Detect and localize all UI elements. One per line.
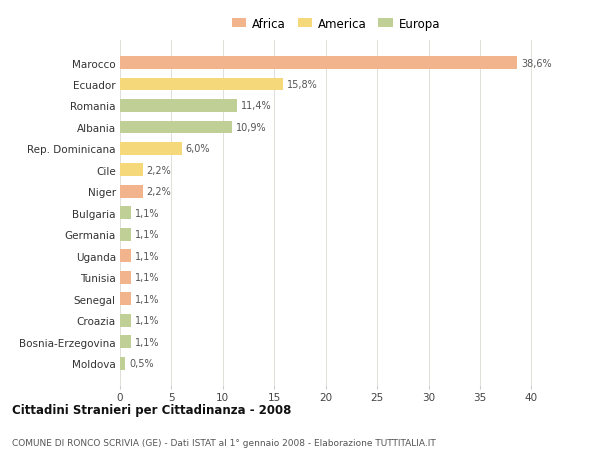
Text: Cittadini Stranieri per Cittadinanza - 2008: Cittadini Stranieri per Cittadinanza - 2… [12,403,292,416]
Bar [120,293,131,306]
Text: COMUNE DI RONCO SCRIVIA (GE) - Dati ISTAT al 1° gennaio 2008 - Elaborazione TUTT: COMUNE DI RONCO SCRIVIA (GE) - Dati ISTA… [12,438,436,447]
Text: 2,2%: 2,2% [147,166,172,175]
Text: 15,8%: 15,8% [287,80,317,90]
Text: 1,1%: 1,1% [136,294,160,304]
Bar [120,143,182,156]
Bar [120,357,125,370]
Text: 1,1%: 1,1% [136,252,160,261]
Text: 2,2%: 2,2% [147,187,172,197]
Text: 1,1%: 1,1% [136,273,160,283]
Bar [120,336,131,348]
Bar [120,229,131,241]
Bar [120,185,143,198]
Bar [120,78,283,91]
Bar [120,271,131,284]
Bar [120,314,131,327]
Text: 1,1%: 1,1% [136,230,160,240]
Legend: Africa, America, Europa: Africa, America, Europa [227,13,445,35]
Bar [120,100,237,113]
Text: 38,6%: 38,6% [521,58,552,68]
Text: 0,5%: 0,5% [129,358,154,369]
Text: 1,1%: 1,1% [136,337,160,347]
Bar [120,207,131,220]
Bar [120,250,131,263]
Text: 11,4%: 11,4% [241,101,272,111]
Bar [120,164,143,177]
Bar [120,121,232,134]
Text: 1,1%: 1,1% [136,316,160,325]
Text: 10,9%: 10,9% [236,123,267,133]
Bar [120,57,517,70]
Text: 1,1%: 1,1% [136,208,160,218]
Text: 6,0%: 6,0% [186,144,211,154]
